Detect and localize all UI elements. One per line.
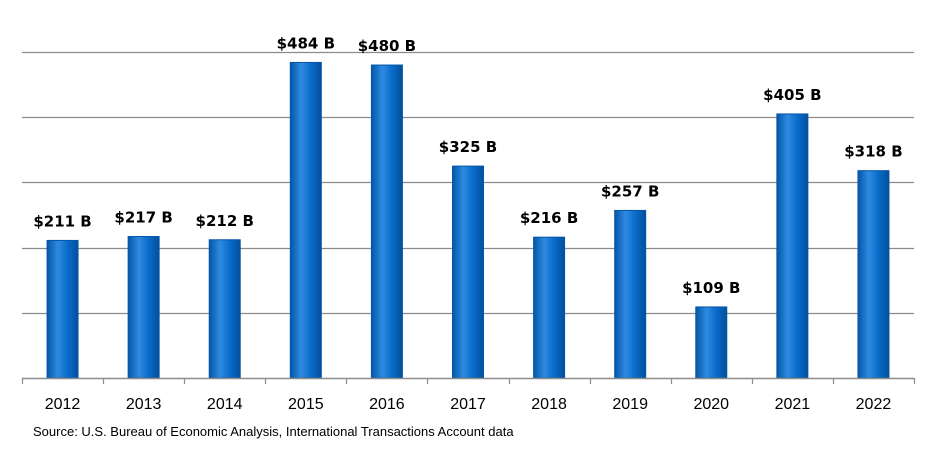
x-tick-label-2012: 2012 (45, 396, 81, 413)
bar-2013 (127, 236, 160, 379)
data-label-2012: $211 B (33, 212, 91, 230)
data-label-2018: $216 B (520, 209, 578, 227)
data-label-2017: $325 B (439, 138, 497, 156)
data-labels: $211 B $217 B $212 B $484 B $480 B $325 B $216… (33, 34, 902, 297)
source-note: Source: U.S. Bureau of Economic Analysis… (33, 424, 514, 439)
bar-2015 (289, 61, 322, 379)
x-tick-label-2021: 2021 (775, 396, 811, 413)
data-label-2015: $484 B (277, 34, 335, 52)
x-tick-label-2014: 2014 (207, 396, 243, 413)
bar-2020 (695, 306, 728, 379)
x-tick-label-2013: 2013 (126, 396, 162, 413)
bar-2018 (533, 236, 566, 379)
data-label-2021: $405 B (763, 86, 821, 104)
x-tick-label-2017: 2017 (450, 396, 486, 413)
x-tick-label-2015: 2015 (288, 396, 324, 413)
bar-2014 (208, 239, 241, 379)
data-label-2016: $480 B (358, 37, 416, 55)
x-tick-label-2018: 2018 (531, 396, 567, 413)
data-label-2019: $257 B (601, 182, 659, 200)
data-label-2014: $212 B (196, 212, 254, 230)
x-tick-label-2022: 2022 (856, 396, 892, 413)
data-label-2022: $318 B (844, 143, 902, 161)
bar-2012 (46, 239, 79, 379)
bar-2017 (452, 165, 484, 379)
x-tick-label-2016: 2016 (369, 396, 405, 413)
data-label-2013: $217 B (114, 209, 172, 227)
bar-2019 (614, 209, 647, 379)
data-label-2020: $109 B (682, 279, 740, 297)
bar-2016 (370, 64, 403, 379)
x-axis: 2012 2013 2014 2015 2016 2017 2018 2019 2020 2021… (21, 377, 916, 413)
x-tick-label-2019: 2019 (612, 396, 648, 413)
bar-2021 (776, 113, 809, 379)
bar-2022 (857, 170, 890, 379)
bars (46, 61, 890, 379)
x-tick-label-2020: 2020 (693, 396, 729, 413)
